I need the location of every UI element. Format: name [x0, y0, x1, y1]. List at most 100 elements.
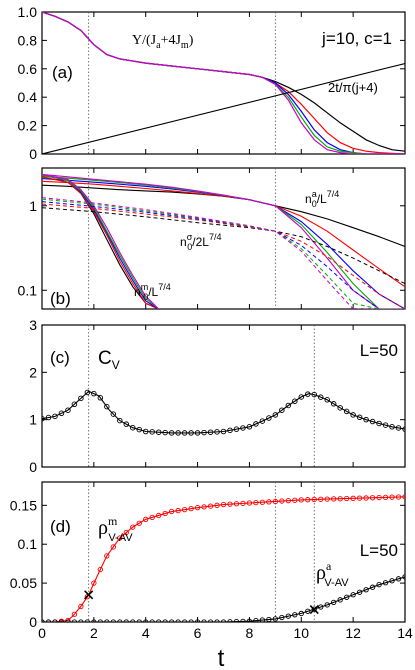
rho-m-marker: [201, 504, 207, 510]
cv-marker: [382, 422, 389, 428]
cv-marker: [45, 414, 52, 421]
y-tick-label: 0.6: [18, 61, 38, 77]
rho-m-marker: [337, 496, 343, 502]
rho-m-marker: [91, 580, 97, 586]
rho-m-marker: [104, 553, 110, 559]
cv-marker: [104, 403, 110, 410]
ns-annotation: nσ 0/2L7/4: [180, 232, 221, 252]
rho-a-marker: [201, 619, 207, 622]
cv-marker: [402, 426, 405, 432]
cv-marker: [317, 394, 324, 400]
rho-a-marker: [240, 618, 246, 622]
rho-a-marker: [143, 619, 149, 622]
cv-marker: [52, 413, 58, 420]
y-tick-label: 0.15: [10, 497, 37, 513]
cross-marker: [309, 604, 319, 615]
rho-a-marker: [162, 619, 168, 622]
x-tick-label: 0: [38, 625, 46, 641]
rho-m-marker: [149, 514, 155, 521]
cv-marker: [117, 417, 123, 424]
rho-m-marker: [389, 494, 395, 500]
rho-a-marker: [181, 619, 188, 622]
cv-marker: [246, 424, 253, 430]
x-tick-label: 12: [345, 625, 361, 641]
line-annotation: 2t/π(j+4): [328, 80, 378, 95]
rho-a-marker: [382, 580, 389, 586]
y-tick-label: 0.05: [10, 575, 37, 591]
cv-marker: [330, 401, 337, 407]
cv-marker: [350, 412, 356, 418]
panel-c: 0 1 2 3: [29, 317, 406, 475]
rho-m-marker: [130, 524, 136, 530]
rho-m-marker: [292, 497, 298, 503]
y-tick-label: 0.2: [18, 118, 38, 134]
cv-marker: [207, 429, 214, 435]
rho-a-marker: [402, 574, 405, 580]
cv-marker: [240, 425, 246, 431]
rho-m-marker: [266, 499, 272, 505]
rho-a-marker: [266, 616, 272, 622]
cv-marker: [227, 427, 233, 434]
cv-marker: [259, 418, 266, 424]
series-ns-line: [42, 201, 405, 309]
cv-marker: [292, 398, 298, 404]
rho-m-marker: [162, 510, 168, 517]
series-ns-line: [42, 203, 405, 309]
cv-marker: [149, 429, 155, 435]
series-ns-line: [42, 207, 405, 285]
rho-a-marker: [285, 613, 291, 619]
rho-a-marker: [356, 589, 363, 595]
cv-marker: [110, 411, 117, 417]
rho-a-marker: [149, 619, 155, 622]
upsilon-annotation: Υ/(Ja+4Jm): [132, 33, 194, 51]
rho-a-marker: [91, 619, 97, 622]
cv-marker: [155, 429, 162, 435]
rho-a-marker: [123, 619, 129, 622]
y-tick-label: 0.1: [18, 282, 38, 298]
cv-marker: [279, 407, 285, 413]
rho-m-marker: [233, 501, 240, 507]
rho-a-marker: [369, 584, 376, 590]
cv-marker: [305, 391, 311, 397]
rho-a-marker: [376, 582, 382, 588]
rho-a-marker: [71, 619, 78, 622]
rho-a-marker: [318, 604, 324, 610]
x-tick-label: 10: [293, 625, 309, 641]
rho-a-marker: [253, 617, 259, 622]
y-tick-label: 3: [29, 317, 37, 333]
rho-m-marker: [97, 566, 103, 573]
panel-frame: [41, 167, 406, 310]
size-annotation-d: L=50: [360, 541, 398, 560]
panel-d-label: (d): [50, 517, 71, 536]
rho-m-marker: [156, 512, 162, 519]
y-tick-label: 0.1: [18, 536, 38, 552]
cv-marker: [42, 415, 45, 422]
series-na-line: [42, 178, 405, 309]
panel-d: 0 2 4 6 8 10 12 14 0 0.05 0.1 0.15: [10, 481, 413, 641]
series-nm-line: [42, 176, 159, 309]
rho-m-marker: [78, 603, 84, 610]
cv-marker: [233, 426, 240, 432]
cv-marker: [272, 412, 279, 418]
params-label: j=10, c=1: [321, 29, 392, 48]
plot-area: [42, 494, 405, 622]
rho-m-marker: [298, 497, 304, 503]
rho-m-marker: [136, 520, 142, 526]
cv-marker: [214, 429, 220, 435]
rho-a-marker: [389, 578, 395, 584]
cv-marker: [356, 414, 363, 421]
panel-b-label: (b): [50, 289, 71, 308]
series-nm-line: [42, 174, 160, 309]
rho-a-marker: [78, 619, 84, 622]
cv-marker: [181, 430, 188, 436]
rho-a-marker: [130, 619, 136, 622]
plot-area: [42, 389, 405, 436]
rho-m-marker: [117, 535, 123, 541]
rho-a-marker: [395, 576, 402, 582]
x-tick-label: 14: [397, 625, 413, 641]
x-axis-label: t: [218, 645, 225, 670]
rho-a-marker: [117, 619, 123, 622]
rho-a-marker: [207, 619, 214, 622]
reference-line: [42, 62, 405, 154]
rho-a-marker: [214, 619, 220, 622]
